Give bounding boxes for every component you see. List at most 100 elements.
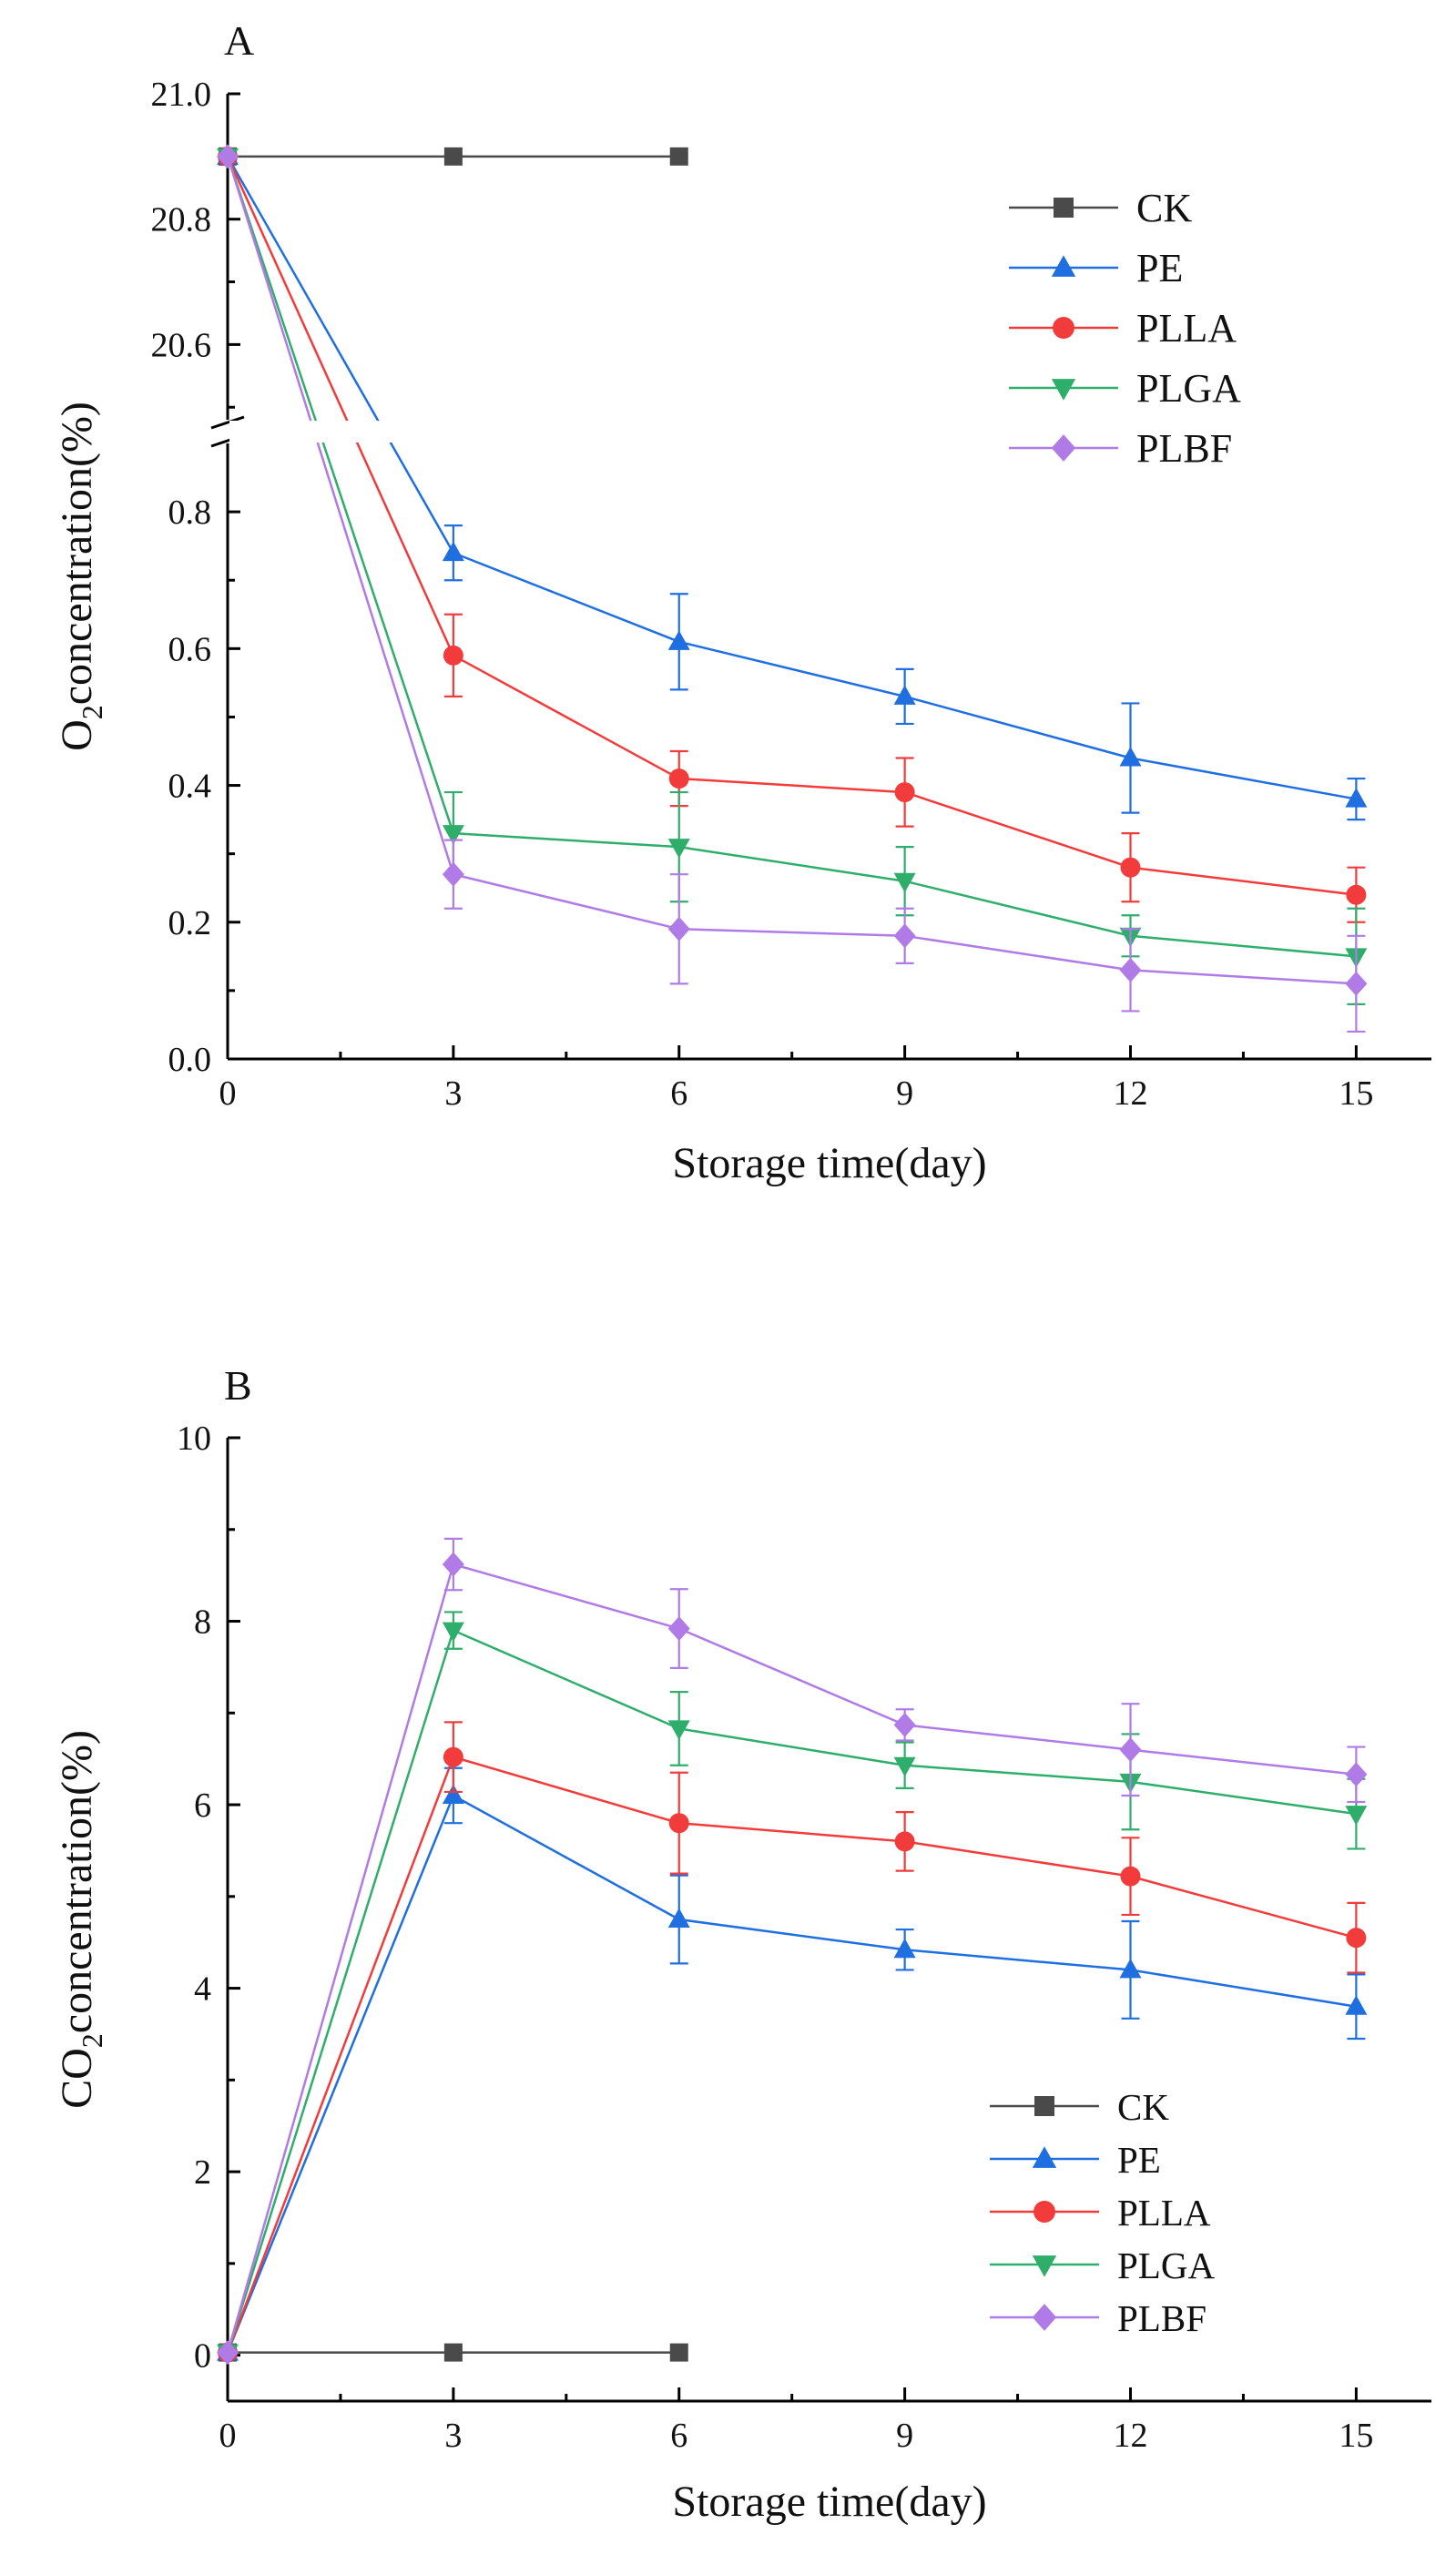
panel-a-plbf-point — [667, 916, 690, 942]
panel-a-y-ticks-lower: 0.0 0.2 0.4 0.6 0.8 — [168, 494, 240, 1079]
panel-b-plga-point — [1345, 1806, 1368, 1826]
panel-a-y-tick-label: 20.8 — [151, 201, 212, 239]
panel-b-y-title-sub: 2 — [76, 2033, 108, 2048]
panel-a-legend-item-pe: PE — [1009, 246, 1183, 290]
panel-b-pe-line-segment — [453, 1794, 680, 1921]
panel-b-legend-marker-pe — [1032, 2146, 1057, 2168]
panel-a-legend-marker-plla — [1053, 317, 1074, 339]
panel-b-pe-point — [667, 1908, 690, 1928]
panel-a-legend-marker-pe — [1051, 255, 1076, 277]
panel-b-legend-label-ck: CK — [1117, 2086, 1169, 2128]
panel-a-series — [217, 144, 1368, 1033]
panel-b-label: B — [224, 1362, 252, 1409]
panel-b-legend-label-plla: PLLA — [1117, 2192, 1211, 2234]
panel-b-plbf-point — [893, 1712, 916, 1737]
panel-b-plga-point — [667, 1720, 690, 1740]
panel-b-plbf-line-segment — [1130, 1748, 1357, 1776]
panel-b-x-tick-label: 9 — [896, 2417, 913, 2455]
panel-a-pe-point — [1345, 788, 1368, 808]
panel-a-legend-label-plbf: PLBF — [1136, 426, 1232, 471]
panel-a-axes — [226, 94, 1431, 1061]
panel-b-x-tick-label: 3 — [444, 2417, 462, 2455]
panel-a-legend-marker-ck — [1054, 198, 1074, 218]
panel-a-pe-line-segment — [678, 640, 905, 698]
panel-b-legend-label-plga: PLGA — [1117, 2244, 1215, 2286]
panel-b-plga-line-segment — [678, 1727, 905, 1766]
panel-b-pe-line-segment — [226, 1795, 455, 2354]
panel-a-x-ticks: 0 3 6 9 12 15 — [219, 1045, 1373, 1113]
panel-a-y-axis-title: O2concentration(%) — [53, 402, 108, 751]
panel-a-series-ck — [219, 147, 688, 166]
panel-b-x-axis-title: Storage time(day) — [672, 2478, 986, 2526]
panel-a-plbf-line-segment — [453, 872, 680, 931]
panel-b-y-axis-title: CO2concentration(%) — [53, 1730, 108, 2109]
panel-a-plga-line-segment — [1130, 934, 1357, 958]
panel-a-plga-point — [893, 872, 916, 893]
panel-a-pe-point — [1119, 747, 1142, 767]
panel-a-plla-point — [443, 645, 463, 666]
panel-b-plla-line-segment — [226, 1756, 455, 2354]
panel-b-ck-point — [443, 2343, 463, 2362]
panel-b-y-tick-label: 0 — [194, 2337, 211, 2376]
panel-a-plla-line-segment — [904, 790, 1131, 869]
panel-b-y-tick-label: 6 — [194, 1786, 211, 1825]
panel-b-plbf-point — [442, 1552, 464, 1577]
panel-b-x-ticks: 0 3 6 9 12 15 — [219, 2387, 1373, 2455]
panel-b-x-tick-label: 12 — [1114, 2417, 1148, 2455]
panel-a-plga-line-segment — [453, 831, 679, 849]
panel-a-x-tick-label: 12 — [1114, 1074, 1148, 1113]
panel-b-y-tick-label: 8 — [194, 1603, 211, 1642]
panel-a-plbf-point — [442, 861, 464, 887]
panel-b-legend: CK PE PLLA PLGA PLBF — [990, 2086, 1215, 2339]
panel-b-pe-point — [1345, 1995, 1368, 2015]
panel-b-plga-line-segment — [1130, 1780, 1357, 1816]
panel-a-y-tick-label: 20.6 — [151, 326, 212, 364]
panel-b-plla-line-segment — [904, 1840, 1131, 1878]
panel-a-y-tick-label: 0.4 — [168, 768, 212, 806]
panel-a-y-title-rest: concentration(%) — [53, 402, 101, 705]
panel-a-label: A — [224, 17, 254, 64]
panel-b-series — [217, 1537, 1368, 2366]
panel-a-plbf-point — [1119, 957, 1142, 982]
panel-b-plga-line-segment — [453, 1629, 680, 1730]
panel-b-plga-line-segment — [226, 1630, 455, 2353]
panel-b-x-tick-label: 15 — [1339, 2417, 1373, 2455]
panel-a-plga-point — [667, 839, 690, 859]
panel-a-plbf-point — [1345, 971, 1368, 996]
panel-a-plga-line-segment — [226, 156, 455, 834]
panel-b-plla-line-segment — [453, 1756, 680, 1825]
panel-b-legend-marker-plla — [1033, 2201, 1055, 2223]
panel-a-y-tick-label: 0.6 — [168, 630, 212, 668]
panel-b-legend-label-plbf: PLBF — [1117, 2297, 1207, 2339]
panel-b-legend-marker-ck — [1034, 2096, 1054, 2116]
panel-b-ck-point — [669, 2343, 688, 2362]
panel-a-plla-line-segment — [678, 777, 905, 794]
panel-b-plla-line-segment — [678, 1821, 905, 1843]
panel-b-legend-item-ck: CK — [990, 2086, 1169, 2128]
panel-a-plbf-line-segment — [226, 156, 455, 875]
panel-b-y-tick-label: 10 — [177, 1420, 211, 1458]
panel-b-legend-item-plla: PLLA — [990, 2192, 1211, 2234]
panel-a-plbf-point — [217, 144, 239, 169]
panel-a-y-tick-label: 0.2 — [168, 904, 212, 942]
panel-a-legend-marker-plga — [1051, 379, 1076, 401]
panel-a-plbf-line-segment — [1130, 969, 1357, 985]
panel-b-plla-point — [1120, 1866, 1141, 1887]
panel-b-x-tick-label: 6 — [670, 2417, 687, 2455]
panel-b-plbf-point — [1119, 1737, 1142, 1763]
panel-a-plga-point — [442, 825, 464, 845]
panel-b-plla-point — [1346, 1928, 1367, 1949]
panel-b-plga-point — [442, 1622, 464, 1643]
panel-a-plla-point — [894, 782, 915, 803]
panel-a-plbf-point — [893, 923, 916, 949]
panel-b-y-title-rest: concentration(%) — [53, 1730, 101, 2033]
panel-a-plla-point — [668, 768, 689, 789]
panel-b-plga-line-segment — [904, 1764, 1131, 1784]
panel-a-legend-label-plla: PLLA — [1136, 306, 1237, 351]
panel-a-legend-item-plbf: PLBF — [1009, 426, 1232, 471]
panel-b-y-ticks: 0 2 4 6 8 10 — [177, 1420, 240, 2376]
panel-b-y-title-main: CO — [53, 2048, 101, 2109]
panel-a-pe-point — [667, 630, 690, 650]
